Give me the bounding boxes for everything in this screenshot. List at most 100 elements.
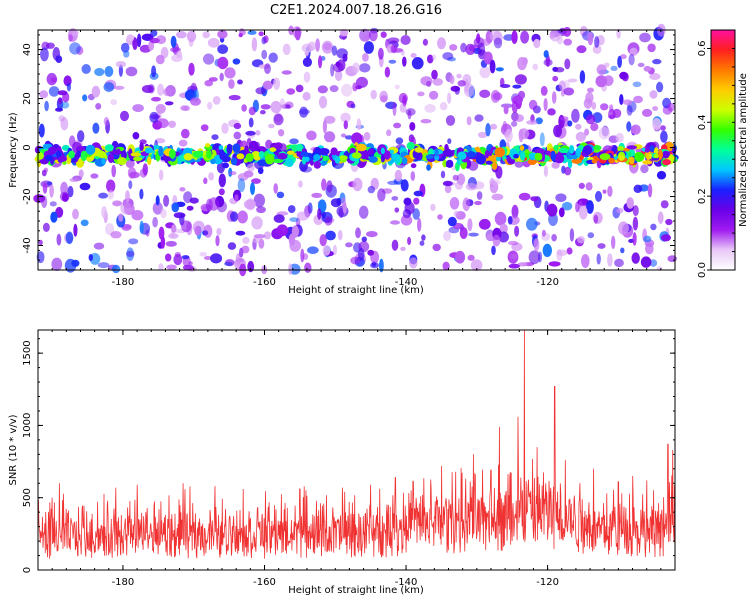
heatmap-cell [55,150,62,158]
heatmap-cell [118,213,124,222]
heatmap-cell [277,153,288,160]
heatmap-cell [410,53,417,58]
heatmap-cell [304,262,312,273]
heatmap-cell [125,190,130,203]
heatmap-cell [465,43,476,56]
heatmap-cell [171,54,183,62]
heatmap-cell [169,149,176,159]
heatmap-cell [512,84,522,89]
heatmap-cell [649,259,658,267]
heatmap-cell [321,40,334,54]
heatmap-cell [81,64,91,74]
heatmap-cell [406,141,415,150]
heatmap-cell [479,66,491,79]
heatmap-cell [395,137,404,145]
heatmap-cell [157,83,164,96]
heatmap-cell [92,122,100,134]
heatmap-cell [563,87,575,96]
heatmap-cell [399,103,407,113]
heatmap-cell [340,112,351,123]
heatmap-cell [632,232,637,246]
heatmap-cell [311,192,323,198]
heatmap-cell [151,96,161,102]
heatmap-cell [68,150,75,159]
heatmap-cell [611,235,616,249]
heatmap-cell [313,154,321,161]
heatmap-cell [262,80,273,90]
heatmap-cell [456,173,466,186]
heatmap-cell [467,254,475,261]
heatmap-cell [596,253,601,265]
heatmap-cell [410,163,417,169]
heatmap-cell [344,135,354,140]
heatmap-cell [394,84,400,90]
heatmap-cell [97,262,110,269]
heatmap-cell [457,151,467,160]
heatmap-cell [368,28,378,42]
heatmap-cell [417,91,425,97]
heatmap-cell [78,169,84,178]
heatmap-cell [558,207,565,218]
heatmap-cell [211,134,219,141]
heatmap-cell [241,245,250,254]
heatmap-cell [400,35,411,45]
heatmap-cell [107,189,114,200]
heatmap-cell [476,191,483,200]
heatmap-cell [253,234,266,239]
heatmap-cell [55,55,63,63]
heatmap-cell [245,130,256,136]
heatmap-cell [400,214,413,226]
colorbar-tick-label: 0.0 [697,262,708,278]
heatmap-cell [667,102,676,112]
heatmap-cell [543,98,548,111]
heatmap-cell [282,43,291,55]
heatmap-cell [351,132,363,145]
heatmap-cell [123,50,130,58]
heatmap-cell [587,32,594,46]
heatmap-cell [442,159,447,168]
heatmap-cell [634,152,645,162]
heatmap-cell [302,91,311,101]
heatmap-cell [585,114,596,125]
heatmap-cell [335,61,341,67]
heatmap-cell [79,182,91,191]
heatmap-cell [430,203,436,212]
colorbar-label: Normalized spectral amplitude [738,73,749,227]
heatmap-cell [518,192,531,201]
heatmap-cell [188,261,193,266]
heatmap-cell [564,166,572,176]
heatmap-cell [181,255,190,260]
heatmap-cell [258,151,265,159]
heatmap-cell [452,174,459,181]
heatmap-cell [652,117,662,131]
heatmap-cell [535,148,545,154]
heatmap-cell [361,236,367,243]
heatmap-cell [136,33,142,48]
heatmap-cell [657,211,664,224]
heatmap-cell [643,235,652,243]
heatmap-cell [334,70,343,82]
heatmap-cell [307,246,319,254]
heatmap-cell [90,173,99,179]
heatmap-cell [511,204,519,219]
heatmap-cell [313,161,321,169]
heatmap-cell [208,172,215,181]
heatmap-cell [465,183,478,191]
heatmap-cell [550,150,556,161]
heatmap-cell [111,164,116,178]
heatmap-cell [495,67,504,72]
heatmap-cell [478,131,488,139]
heatmap-cell [407,236,412,246]
heatmap-cell [115,60,127,68]
heatmap-cell [285,158,294,168]
heatmap-cell [533,38,541,49]
snr-x-tick-label: -180 [112,577,135,588]
heatmap-cell [76,158,84,168]
heatmap-cell [519,151,526,161]
heatmap-cell [540,85,548,96]
heatmap-cell [409,257,418,269]
heatmap-cell [519,145,525,151]
heatmap-cell [80,150,88,162]
heatmap-cell [440,170,446,179]
